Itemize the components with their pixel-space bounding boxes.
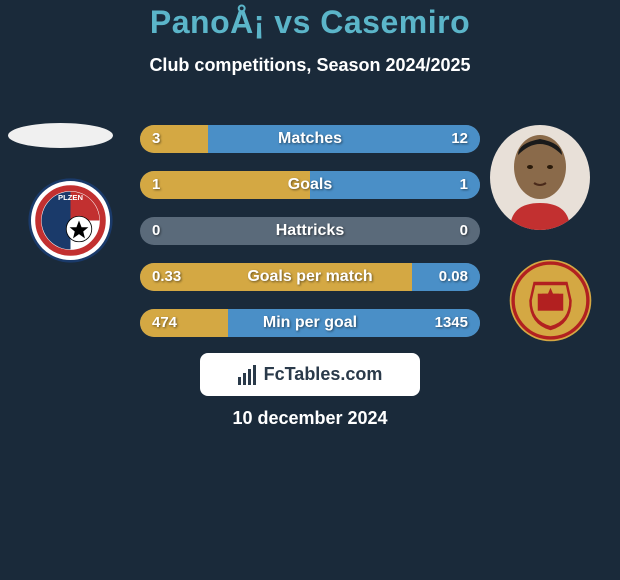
stat-label: Min per goal: [140, 309, 480, 337]
stat-value-right: 12: [451, 125, 468, 153]
club-crest-left: PLZEN: [20, 178, 120, 263]
stats-list: 3Matches12 1Goals1 0Hattricks0 0.33Goals pe…: [140, 125, 480, 355]
comparison-date: 10 december 2024: [0, 408, 620, 429]
stat-row: 1Goals1: [140, 171, 480, 199]
stat-row: 0Hattricks0: [140, 217, 480, 245]
man-united-crest-icon: [508, 258, 593, 343]
stat-row: 3Matches12: [140, 125, 480, 153]
bar-chart-icon: [238, 365, 258, 385]
player-left-avatar: [8, 123, 113, 148]
svg-text:PLZEN: PLZEN: [57, 193, 82, 202]
club-crest-right: [500, 258, 600, 343]
stat-value-right: 1345: [435, 309, 468, 337]
page-subtitle: Club competitions, Season 2024/2025: [0, 55, 620, 76]
stat-row: 474Min per goal1345: [140, 309, 480, 337]
brand-text: FcTables.com: [264, 364, 383, 385]
brand-badge: FcTables.com: [200, 353, 420, 396]
stat-value-right: 1: [460, 171, 468, 199]
comparison-card: PanoÅ¡ vs Casemiro Club competitions, Se…: [0, 0, 620, 580]
page-title: PanoÅ¡ vs Casemiro: [0, 0, 620, 41]
stat-label: Hattricks: [140, 217, 480, 245]
stat-label: Matches: [140, 125, 480, 153]
player-silhouette-icon: [490, 125, 590, 230]
stat-value-right: 0: [460, 217, 468, 245]
stat-label: Goals per match: [140, 263, 480, 291]
plzen-crest-icon: PLZEN: [28, 178, 113, 263]
stat-row: 0.33Goals per match0.08: [140, 263, 480, 291]
stat-value-right: 0.08: [439, 263, 468, 291]
player-right-avatar: [490, 125, 590, 230]
stat-label: Goals: [140, 171, 480, 199]
